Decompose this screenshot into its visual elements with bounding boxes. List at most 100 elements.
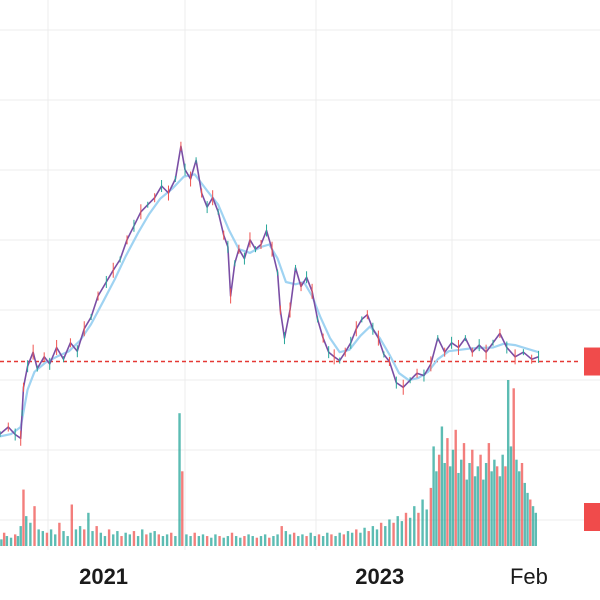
volume-bar (107, 529, 111, 546)
volume-bar (498, 476, 502, 546)
volume-bar (371, 526, 375, 546)
volume-bar (490, 471, 493, 546)
volume-bar (284, 531, 288, 546)
volume-bar (210, 537, 213, 546)
volume-bar (201, 534, 205, 546)
volume-bar (153, 531, 156, 546)
volume-bar (13, 534, 17, 546)
volume-bar (421, 499, 424, 546)
volume-bar (22, 489, 25, 546)
volume-bar (342, 534, 346, 546)
volume-bar (95, 526, 98, 546)
volume-bar (222, 537, 225, 546)
volume-bar (350, 532, 354, 546)
volume-bar (317, 534, 321, 546)
volume-bar (435, 471, 438, 546)
volume-bar (70, 504, 74, 546)
volume-bar (301, 534, 304, 546)
volume-bar (141, 529, 144, 546)
volume-bar (479, 454, 482, 546)
volume-bar (484, 463, 488, 546)
volume-bar (460, 459, 463, 546)
volume-bar (440, 426, 444, 546)
volume-bar (132, 531, 136, 546)
volume-bar (392, 522, 395, 546)
volume-bar (263, 534, 267, 546)
volume-bar (29, 522, 32, 546)
volume-bar (41, 531, 45, 546)
volume-bar (367, 531, 370, 546)
volume-bar (493, 459, 496, 546)
volume-bar (384, 526, 387, 546)
volume-bar (404, 512, 408, 546)
volume-bar (482, 479, 485, 546)
volume-bar (338, 532, 341, 546)
volume-bar (0, 539, 3, 546)
marker-layer (584, 347, 600, 531)
price-layer (0, 141, 540, 446)
volume-bar (501, 454, 504, 546)
volume-bar (170, 532, 173, 546)
volume-bar (234, 536, 238, 546)
volume-bar (120, 536, 123, 546)
volume-bar (512, 388, 515, 546)
volume-bar (259, 536, 263, 546)
volume-bar (375, 529, 379, 546)
x-tick-label: Feb (510, 564, 548, 589)
volume-bar (396, 516, 399, 546)
volume-bar (2, 532, 6, 546)
volume-bar (124, 532, 127, 546)
volume-bar (5, 536, 9, 546)
volume-bar (321, 536, 325, 546)
volume-bar (523, 482, 526, 546)
volume-bar (359, 532, 362, 546)
volume-bar (189, 536, 192, 546)
volume-bar (506, 380, 510, 546)
volume-bar (292, 532, 296, 546)
volume-bar (149, 532, 152, 546)
volume-bar (74, 529, 78, 546)
volume-bar (425, 509, 428, 546)
volume-bar (145, 534, 148, 546)
volume-bar (45, 532, 49, 546)
volume-bar (181, 471, 184, 546)
volume-bar (526, 492, 529, 546)
volume-bar (272, 536, 275, 546)
volume-bar (103, 536, 107, 546)
volume-bar (174, 536, 177, 546)
volume-bar (58, 522, 61, 546)
x-axis: 2021 2023 Feb (79, 564, 548, 589)
volume-bar (408, 517, 412, 546)
volume-bar (33, 506, 36, 546)
volume-bar (239, 537, 242, 546)
volume-bar (9, 537, 13, 546)
price-marker (584, 347, 600, 376)
volume-bar (457, 472, 460, 546)
volume-bar (509, 446, 513, 546)
volume-bar (429, 487, 433, 546)
volume-bar (78, 526, 82, 546)
volume-bar (205, 536, 209, 546)
volume-bar (462, 443, 466, 546)
volume-bar (355, 529, 358, 546)
volume-bar (518, 471, 521, 546)
volume-bar (226, 536, 230, 546)
volume-bar (83, 529, 86, 546)
volume-bar (87, 512, 90, 546)
volume-bar (531, 506, 535, 546)
volume-bar (136, 536, 140, 546)
volume-bar (471, 449, 474, 546)
volume-bar (454, 429, 457, 546)
volume-bar (62, 531, 65, 546)
volume-bar (165, 534, 169, 546)
volume-bar (413, 506, 416, 546)
moving-average-layer (0, 173, 539, 438)
volume-bar (346, 531, 350, 546)
volume-bar (161, 536, 165, 546)
volume-bar (243, 536, 246, 546)
volume-bar (230, 532, 234, 546)
volume-bar (268, 537, 271, 546)
volume-bar (534, 512, 538, 546)
moving-average-line (0, 173, 539, 438)
volume-bar (255, 537, 259, 546)
